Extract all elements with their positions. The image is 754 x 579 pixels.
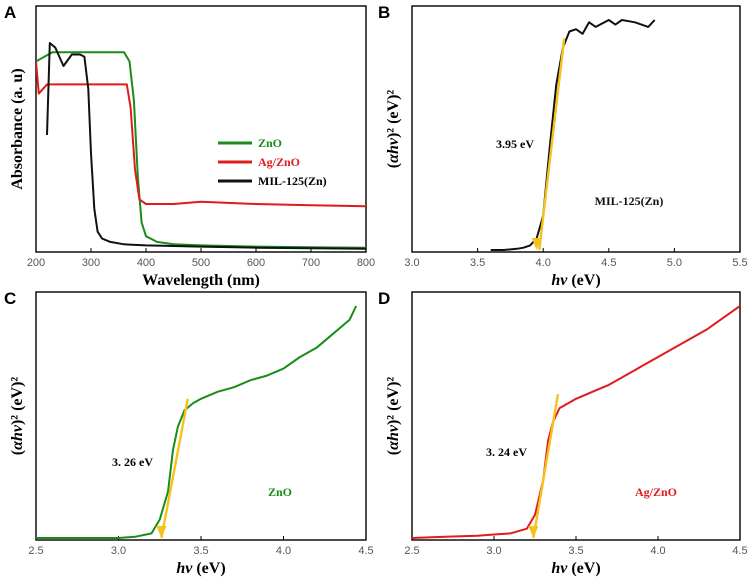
x-tick-label: 4.0: [276, 545, 291, 557]
x-tick-label: 3.5: [568, 545, 583, 557]
legend-label: ZnO: [258, 136, 282, 150]
band-gap-annotation: 3. 26 eV: [112, 455, 153, 469]
series-line-zno: [36, 305, 358, 539]
series-line-mil-125-zn-: [490, 19, 656, 251]
x-tick-label: 5.5: [732, 257, 747, 269]
legend-label: Ag/ZnO: [258, 155, 300, 169]
x-tick-label: 200: [27, 257, 45, 269]
sample-label: Ag/ZnO: [635, 485, 677, 499]
y-axis-label: (αhv)² (eV)²: [9, 377, 26, 456]
x-tick-label: 3.0: [486, 545, 501, 557]
series-line-zno: [36, 51, 366, 249]
series-line-ag-zno: [412, 305, 740, 539]
x-tick-label: 2.5: [28, 545, 43, 557]
y-axis-label: (αhv)² (eV)²: [385, 377, 402, 456]
x-axis-label: Wavelength (nm): [142, 272, 260, 289]
band-gap-arrow: [528, 526, 539, 538]
x-tick-label: 3.5: [193, 545, 208, 557]
x-tick-label: 3.5: [470, 257, 485, 269]
panel-a: 200 300 400 500 600 700 800 Wavelength (nm) Abso…: [4, 3, 375, 289]
plot-frame: [411, 291, 741, 541]
band-gap-arrow: [531, 238, 542, 250]
x-tick-label: 4.5: [358, 545, 373, 557]
x-tick-label: 2.5: [404, 545, 419, 557]
x-tick-label: 4.0: [536, 257, 551, 269]
series-line-ag-zno: [36, 61, 366, 208]
panel-letter: D: [378, 289, 390, 308]
panel-b: 3.0 3.5 4.0 4.5 5.0 5.5 hv (eV) (αhv)² (eV)² B 3.…: [378, 3, 748, 289]
x-tick-label: 300: [82, 257, 100, 269]
series-line-mil-125-zn-: [46, 42, 366, 250]
x-axis-label: hv (eV): [176, 560, 225, 577]
x-tick-label: 400: [137, 257, 155, 269]
x-tick-label: 4.5: [601, 257, 616, 269]
plot-frame: [411, 5, 741, 253]
panel-letter: A: [4, 3, 16, 22]
sample-label: ZnO: [268, 485, 292, 499]
panel-letter: C: [4, 289, 16, 308]
y-axis-label: Absorbance (a. u): [9, 68, 26, 189]
y-axis-label: (αhv)² (eV)²: [385, 90, 402, 169]
x-tick-label: 4.0: [650, 545, 665, 557]
panel-letter: B: [378, 3, 390, 22]
x-tick-label: 3.0: [111, 545, 126, 557]
x-tick-label: 800: [357, 257, 375, 269]
x-tick-label: 5.0: [667, 257, 682, 269]
tangent-line: [160, 398, 189, 539]
band-gap-arrow: [156, 526, 167, 538]
legend-label: MIL-125(Zn): [258, 174, 327, 188]
plot-frame: [35, 291, 367, 541]
panel-d: 2.5 3.0 3.5 4.0 4.5 hv (eV) (αhv)² (eV)² D 3. 24…: [378, 289, 748, 577]
band-gap-annotation: 3. 24 eV: [486, 445, 527, 459]
sample-label: MIL-125(Zn): [595, 194, 664, 208]
tangent-line: [538, 38, 566, 251]
x-axis-label: hv (eV): [551, 560, 600, 577]
x-tick-label: 500: [192, 257, 210, 269]
tangent-line: [532, 393, 560, 539]
x-axis-label: hv (eV): [551, 272, 600, 289]
x-tick-label: 4.5: [732, 545, 747, 557]
panel-c: 2.5 3.0 3.5 4.0 4.5 hv (eV) (αhv)² (eV)² C 3. 26…: [4, 289, 374, 577]
plot-frame: [35, 5, 367, 253]
band-gap-annotation: 3.95 eV: [496, 137, 534, 151]
x-tick-label: 600: [247, 257, 265, 269]
x-tick-label: 3.0: [404, 257, 419, 269]
x-tick-label: 700: [302, 257, 320, 269]
